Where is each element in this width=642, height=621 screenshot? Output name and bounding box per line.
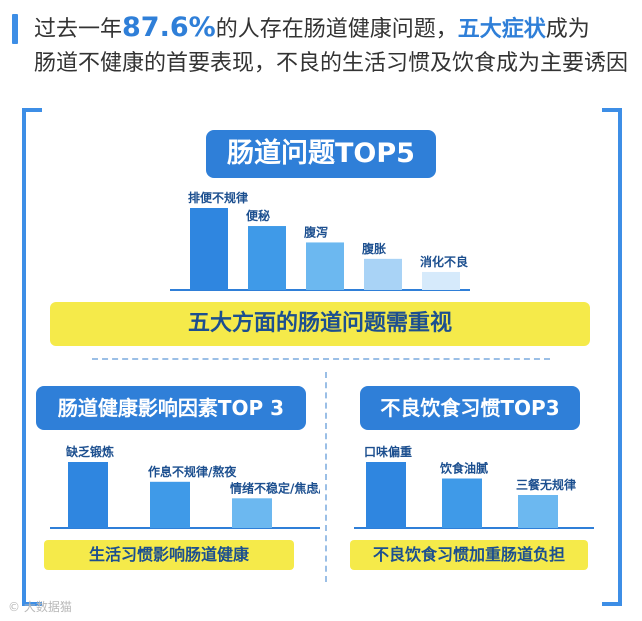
bar	[232, 498, 272, 528]
panel1-banner: 五大方面的肠道问题需重视	[50, 302, 590, 346]
panel3-banner: 不良饮食习惯加重肠道负担	[350, 540, 588, 570]
watermark: © 大数据猫	[8, 600, 72, 614]
panel1-title: 肠道问题TOP5	[206, 130, 436, 178]
bar-label: 作息不规律/熬夜	[148, 464, 237, 479]
bar-label: 排便不规律	[188, 190, 248, 205]
headline-highlight: 五大症状	[457, 17, 546, 42]
panel2-title: 肠道健康影响因素TOP 3	[36, 386, 306, 430]
bar-label: 饮食油腻	[439, 461, 488, 476]
bar	[248, 226, 286, 290]
panel2-banner: 生活习惯影响肠道健康	[44, 540, 294, 570]
horizontal-divider	[92, 358, 550, 360]
panel3-title: 不良饮食习惯TOP3	[360, 386, 580, 430]
bar	[366, 462, 406, 528]
bar	[442, 478, 482, 528]
headline-text-post: 成为	[545, 17, 590, 42]
headline-accent-bar	[12, 14, 18, 44]
bar	[68, 462, 108, 528]
headline-line2: 肠道不健康的首要表现，不良的生活习惯及饮食成为主要诱因	[34, 51, 629, 76]
bar-label: 口味偏重	[364, 444, 412, 459]
bar-label: 消化不良	[420, 254, 468, 269]
vertical-divider	[325, 372, 327, 582]
bar-label: 情绪不稳定/焦虑/烦躁	[230, 480, 320, 495]
headline-line1: 过去一年87.6%的人存在肠道健康问题，五大症状成为	[34, 12, 634, 46]
bar-label: 便秘	[246, 208, 270, 223]
bar	[190, 208, 228, 290]
bar	[364, 258, 402, 290]
headline-text-mid: 的人存在肠道健康问题，	[215, 17, 458, 42]
headline-text-pre: 过去一年	[34, 17, 123, 42]
bar	[150, 481, 190, 528]
bar	[422, 271, 460, 290]
left-bracket	[22, 108, 42, 606]
bar-label: 腹泻	[304, 224, 328, 239]
bar	[518, 495, 558, 528]
bar-label: 腹胀	[362, 241, 386, 256]
right-bracket	[602, 108, 622, 606]
bar	[306, 242, 344, 290]
bar-label: 三餐无规律	[516, 477, 576, 492]
bar-label: 缺乏锻炼	[66, 444, 114, 459]
headline-percentage: 87.6%	[122, 12, 216, 43]
